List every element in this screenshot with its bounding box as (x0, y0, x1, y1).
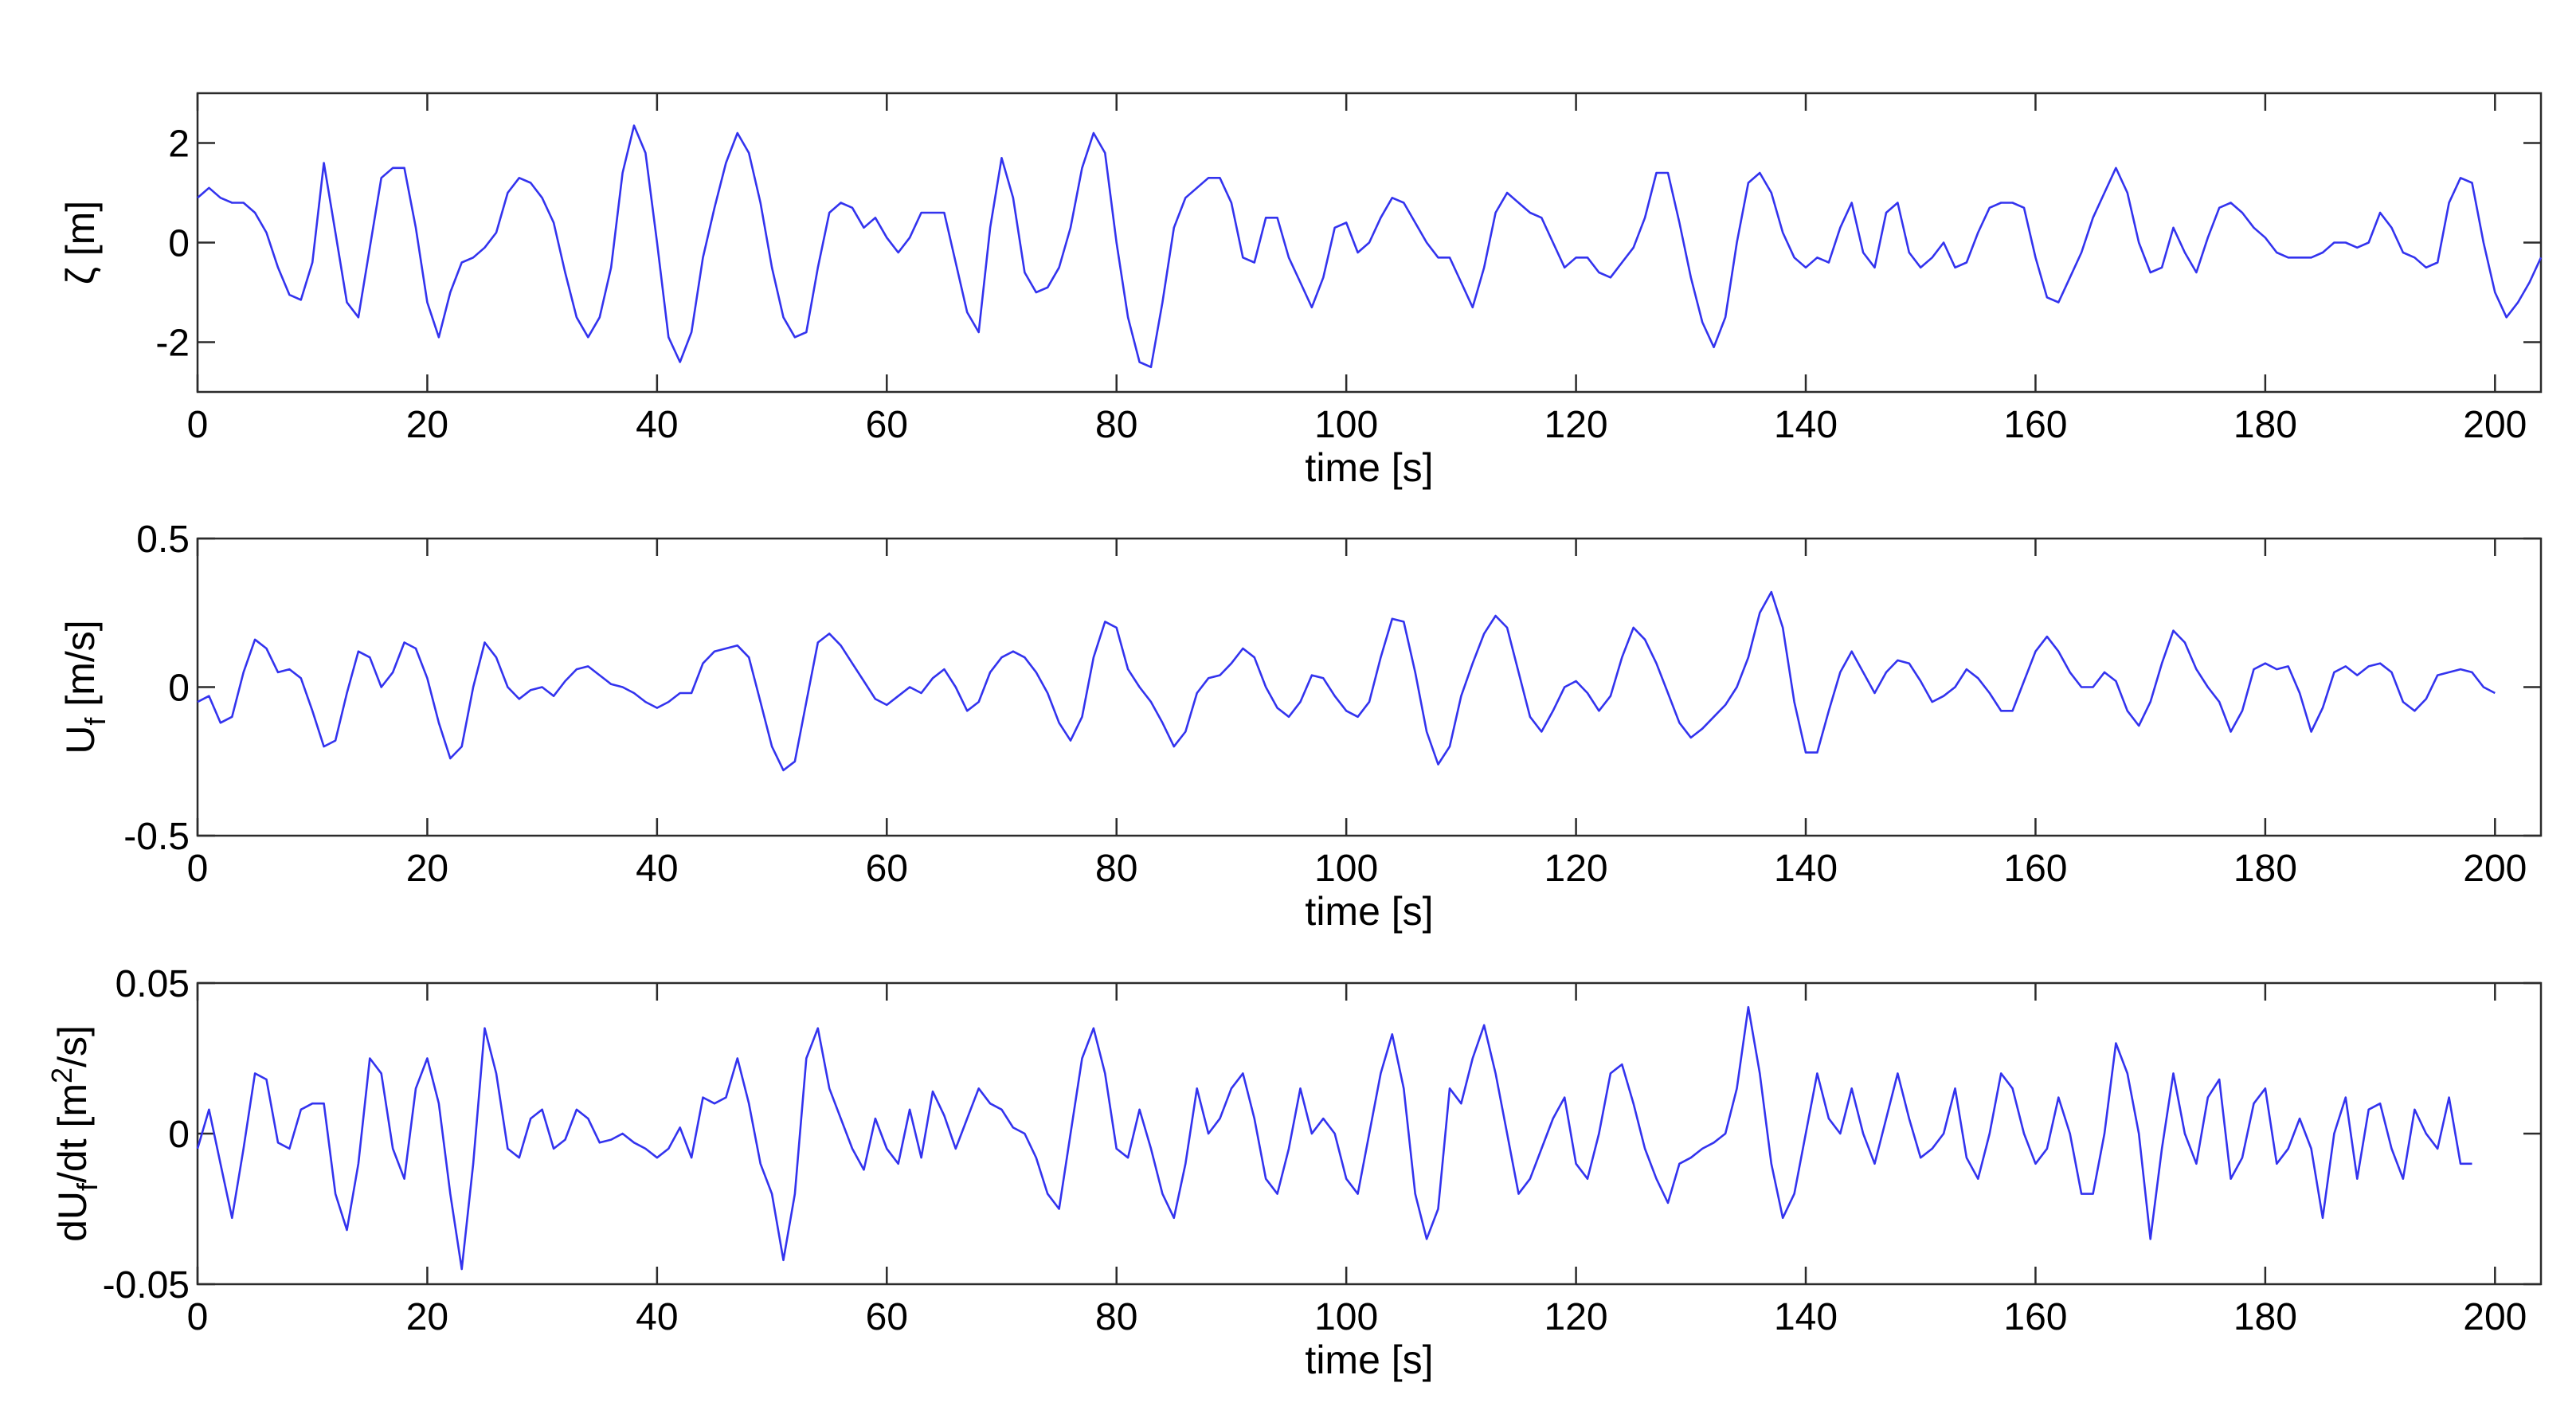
x-tick-label: 140 (1774, 404, 1838, 446)
y-tick-label: 0.5 (136, 519, 190, 561)
x-tick-label: 60 (866, 1296, 908, 1338)
x-tick-label: 120 (1544, 1296, 1608, 1338)
series-line (197, 124, 2543, 369)
x-tick-label: 200 (2463, 1296, 2527, 1338)
x-tick-label: 160 (2003, 848, 2067, 890)
x-tick-label: 200 (2463, 848, 2527, 890)
y-tick-label: -0.05 (103, 1264, 190, 1306)
y-tick-label: 0 (168, 668, 190, 710)
x-axis-label: time [s] (1305, 1338, 1433, 1382)
x-tick-labels: 0 20 40 60 80 100 120 140 160 180 200 (187, 1296, 2527, 1338)
x-tick-label: 140 (1774, 1296, 1838, 1338)
x-tick-label: 180 (2233, 404, 2297, 446)
y-tick-labels: -0.05 0 0.05 (103, 963, 190, 1306)
y-tick-label: 0 (168, 223, 190, 265)
y-tick-labels: -2 0 2 (155, 123, 190, 365)
x-tick-label: 40 (636, 1296, 678, 1338)
y-tick-labels: -0.5 0 0.5 (123, 519, 190, 858)
x-tick-label: 60 (866, 404, 908, 446)
x-axis-label: time [s] (1305, 889, 1433, 934)
x-tick-labels: 0 20 40 60 80 100 120 140 160 180 200 (187, 404, 2527, 446)
panel-zeta: 0 20 40 60 80 100 120 140 160 180 200 -2 0 2 time [s… (58, 92, 2543, 490)
y-tick-label: 2 (168, 123, 190, 166)
x-tick-label: 140 (1774, 848, 1838, 890)
series-line (197, 590, 2496, 772)
x-tick-label: 0 (187, 404, 209, 446)
x-tick-label: 0 (187, 848, 209, 890)
plot-frame (196, 537, 2543, 837)
x-tick-label: 200 (2463, 404, 2527, 446)
x-tick-label: 80 (1095, 848, 1137, 890)
y-axis-label: Uf [m/s] (58, 620, 112, 754)
x-tick-label: 0 (187, 1296, 209, 1338)
x-axis-label: time [s] (1305, 445, 1433, 490)
x-tick-label: 60 (866, 848, 908, 890)
tick-marks (196, 93, 2541, 392)
x-tick-labels: 0 20 40 60 80 100 120 140 160 180 200 (187, 848, 2527, 890)
x-tick-label: 100 (1314, 404, 1378, 446)
x-tick-label: 160 (2003, 1296, 2067, 1338)
x-tick-label: 20 (406, 1296, 448, 1338)
x-tick-label: 180 (2233, 848, 2297, 890)
x-tick-label: 40 (636, 404, 678, 446)
y-tick-label: 0 (168, 1114, 190, 1156)
x-tick-label: 120 (1544, 848, 1608, 890)
tick-marks (196, 981, 2541, 1286)
y-tick-label: -0.5 (123, 816, 190, 858)
x-tick-label: 20 (406, 404, 448, 446)
x-tick-label: 120 (1544, 404, 1608, 446)
y-tick-label: -2 (155, 323, 190, 365)
x-tick-label: 160 (2003, 404, 2067, 446)
series-line (196, 1005, 2472, 1271)
x-tick-label: 80 (1095, 1296, 1137, 1338)
x-tick-label: 40 (636, 848, 678, 890)
panel-velocity: 0 20 40 60 80 100 120 140 160 180 200 -0.500.5 tim… (58, 519, 2543, 934)
y-axis-label: ζ [m] (58, 201, 103, 284)
x-tick-label: 180 (2233, 1296, 2297, 1338)
y-axis-label: dUf/dt [m2/s] (45, 1025, 104, 1242)
y-tick-label: 0.05 (115, 963, 190, 1005)
tick-marks (196, 537, 2541, 837)
x-tick-label: 100 (1314, 848, 1378, 890)
x-tick-label: 80 (1095, 404, 1137, 446)
x-tick-label: 100 (1314, 1296, 1378, 1338)
x-tick-label: 20 (406, 848, 448, 890)
